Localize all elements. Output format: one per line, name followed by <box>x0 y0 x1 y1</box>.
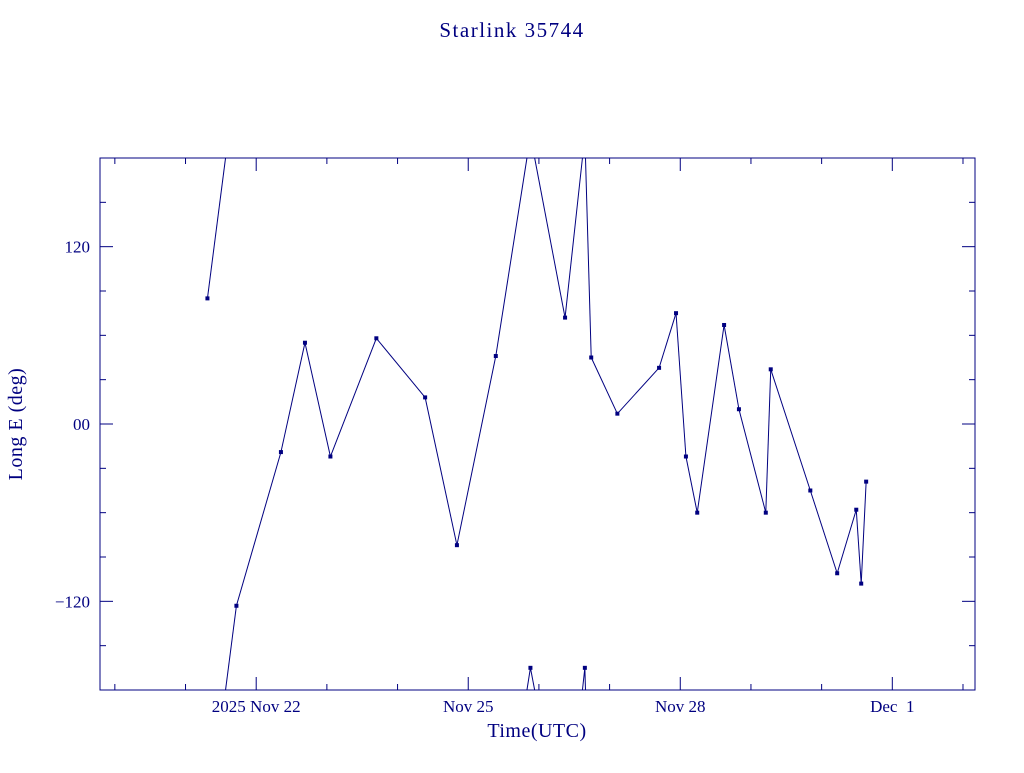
x-tick-label: Nov 28 <box>655 697 706 716</box>
series-line-segment <box>424 397 458 546</box>
series-line-segment <box>584 667 586 691</box>
chart-title: Starlink 35744 <box>439 18 584 42</box>
data-point-marker <box>683 454 688 459</box>
data-point-marker <box>657 365 662 370</box>
series-line-segment <box>809 490 838 574</box>
series-line-segment <box>855 509 862 584</box>
series-line-segment <box>584 157 592 358</box>
data-point-marker <box>582 665 587 670</box>
data-point-marker <box>736 407 741 412</box>
series-line-segment <box>860 481 867 584</box>
series-line-segment <box>235 451 282 606</box>
x-tick-label: 2025 Nov 22 <box>212 697 301 716</box>
series-line-segment <box>738 409 767 513</box>
series-line-segment <box>685 456 698 513</box>
series-line-segment <box>770 369 811 491</box>
series-line-segment <box>765 369 772 513</box>
data-point-marker <box>589 355 594 360</box>
data-point-marker <box>563 315 568 320</box>
series-line-segment <box>304 342 331 457</box>
data-point-marker <box>768 367 773 372</box>
y-tick-label: −120 <box>55 592 90 611</box>
data-point-marker <box>374 336 379 341</box>
series-line-segment <box>456 355 497 546</box>
data-point-marker <box>722 322 727 327</box>
plot-frame <box>99 157 976 691</box>
data-point-marker <box>423 395 428 400</box>
data-point-marker <box>859 581 864 586</box>
data-point-marker <box>615 411 620 416</box>
data-point-marker <box>674 311 679 316</box>
data-point-marker <box>695 510 700 515</box>
data-point-marker <box>328 454 333 459</box>
series-line-segment <box>534 157 566 318</box>
data-point-marker <box>763 510 768 515</box>
series-line-segment <box>581 667 586 691</box>
series-line-segment <box>529 667 536 691</box>
data-point-marker <box>205 296 210 301</box>
y-tick-label: 00 <box>73 415 90 434</box>
x-tick-label: Dec 1 <box>870 697 914 716</box>
series-line-segment <box>590 357 618 414</box>
series-line-segment <box>836 509 857 574</box>
data-point-marker <box>528 665 533 670</box>
series-line-segment <box>375 337 426 398</box>
axis-tick-labels: 2025 Nov 22 Nov 25 Nov 28 Dec 1 120 00 −120 <box>55 238 915 716</box>
series-line-segment <box>329 338 377 457</box>
data-point-marker <box>835 571 840 576</box>
x-axis-label: Time(UTC) <box>487 720 586 742</box>
y-tick-label: 120 <box>65 238 91 257</box>
series-line-segment <box>616 367 660 414</box>
series-line-segment <box>723 324 740 410</box>
series-line-segment <box>526 667 531 691</box>
series-line-segment <box>495 157 528 357</box>
axis-ticks <box>100 158 975 690</box>
data-point-marker <box>864 479 869 484</box>
x-tick-label: Nov 25 <box>443 697 494 716</box>
series-line-segment <box>696 324 725 513</box>
data-series <box>205 157 869 691</box>
series-line-segment <box>658 313 677 368</box>
series-line-segment <box>675 313 687 457</box>
series-line-segment <box>564 157 583 318</box>
series-line-segment <box>206 157 227 299</box>
data-point-marker <box>234 603 239 608</box>
data-point-marker <box>278 450 283 455</box>
data-point-marker <box>454 543 459 548</box>
data-point-marker <box>808 488 813 493</box>
series-line-segment <box>280 342 306 453</box>
data-point-marker <box>302 340 307 345</box>
series-line-segment <box>225 605 237 691</box>
data-point-marker <box>493 354 498 359</box>
data-point-marker <box>854 507 859 512</box>
y-axis-label: Long E (deg) <box>5 368 27 481</box>
